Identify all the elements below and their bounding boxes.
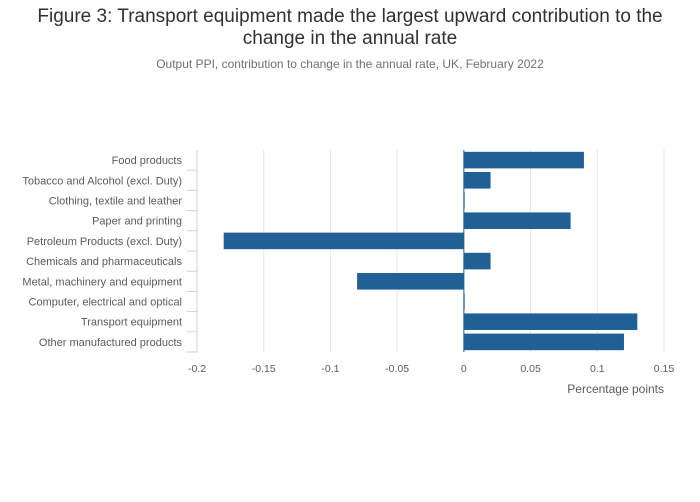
axes: -0.2 -0.15 -0.1 -0.05 0 0.05 0.1 0.15 Food produ… <box>22 150 674 375</box>
x-tick-label: -0.05 <box>385 363 409 375</box>
bar <box>463 333 624 351</box>
x-tick-label: 0.1 <box>590 363 605 375</box>
x-tick-label: 0 <box>461 363 467 375</box>
chart-subtitle: Output PPI, contribution to change in th… <box>156 57 544 71</box>
x-tick-label: 0.15 <box>654 363 675 375</box>
bar <box>463 172 491 189</box>
bar <box>357 273 464 290</box>
category-label: Food products <box>112 155 183 167</box>
x-axis-title: Percentage points <box>567 382 664 396</box>
x-tick-label: -0.15 <box>252 363 276 375</box>
category-label: Transport equipment <box>81 317 182 329</box>
bar <box>463 252 491 270</box>
bar <box>223 232 464 250</box>
category-label: Clothing, textile and leather <box>49 196 183 208</box>
category-label: Computer, electrical and optical <box>29 297 182 309</box>
bars <box>223 150 638 352</box>
x-tick-label: 0.05 <box>520 363 541 375</box>
chart-title: Figure 3: Transport equipment made the l… <box>37 6 663 49</box>
category-label: Chemicals and pharmaceuticals <box>26 256 182 268</box>
x-tick-label: -0.2 <box>188 363 206 375</box>
x-tick-label: -0.1 <box>321 363 339 375</box>
bar <box>463 151 584 169</box>
category-label: Tobacco and Alcohol (excl. Duty) <box>22 175 182 187</box>
category-label: Metal, machinery and equipment <box>22 276 182 288</box>
bar <box>463 313 638 330</box>
category-label: Other manufactured products <box>39 337 183 349</box>
category-label: Paper and printing <box>92 216 182 228</box>
category-label: Petroleum Products (excl. Duty) <box>27 236 182 248</box>
bar <box>463 212 571 229</box>
